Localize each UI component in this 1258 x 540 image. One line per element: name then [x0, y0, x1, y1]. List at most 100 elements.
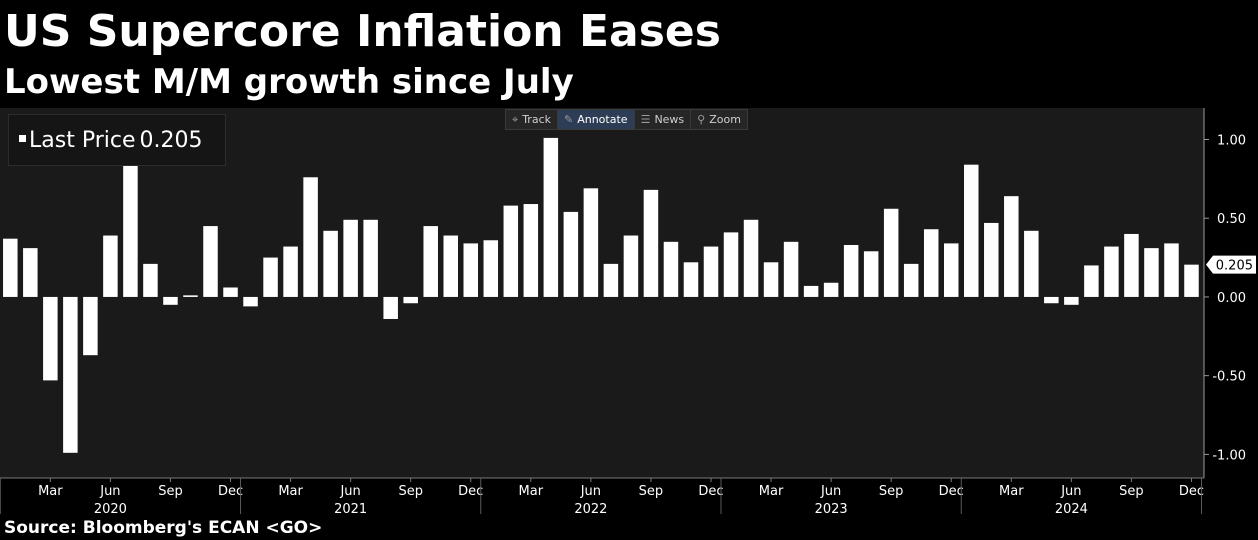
track-label: Track	[522, 113, 551, 126]
year-label: 2020	[94, 502, 127, 517]
zoom-button[interactable]: ⚲ Zoom	[691, 110, 747, 129]
bar	[1164, 243, 1179, 297]
bar	[1084, 265, 1099, 297]
x-tick-label: Mar	[999, 484, 1024, 499]
bar	[623, 235, 639, 297]
last-value-label: 0.205	[1216, 259, 1253, 274]
magnifier-icon: ⚲	[697, 113, 706, 126]
news-label: News	[654, 113, 685, 126]
bar	[483, 240, 499, 297]
year-label: 2022	[574, 502, 607, 517]
bar	[63, 296, 78, 453]
x-tick-label: Sep	[1119, 484, 1144, 499]
bar	[23, 248, 38, 297]
zoom-label: Zoom	[709, 113, 741, 126]
x-tick-label: Sep	[398, 484, 423, 499]
bar	[263, 257, 278, 297]
year-label: 2024	[1055, 502, 1088, 517]
bar	[563, 211, 579, 297]
bar	[303, 177, 318, 297]
x-tick-label: Sep	[639, 484, 664, 499]
bar	[523, 204, 539, 297]
pencil-icon: ✎	[564, 113, 574, 126]
bar	[343, 219, 358, 297]
bar	[3, 238, 18, 297]
bar	[223, 287, 238, 297]
bar	[243, 296, 258, 307]
x-tick-label: Mar	[519, 484, 544, 499]
bar	[1144, 248, 1159, 297]
x-tick-label: Dec	[698, 484, 723, 499]
bar	[283, 246, 298, 297]
annotate-label: Annotate	[577, 113, 628, 126]
x-tick-label: Sep	[879, 484, 904, 499]
bar	[843, 244, 859, 297]
x-tick-label: Sep	[158, 484, 183, 499]
bar	[683, 262, 699, 297]
bar	[103, 235, 118, 297]
x-tick-label: Mar	[759, 484, 784, 499]
track-button[interactable]: ⌖ Track	[506, 110, 558, 129]
x-tick-label: Mar	[38, 484, 63, 499]
legend[interactable]: Last Price 0.205	[8, 114, 226, 166]
x-tick-label: Jun	[1060, 484, 1081, 499]
source-footer: Source: Bloomberg's ECAN <GO>	[4, 518, 323, 538]
bar	[163, 296, 178, 305]
y-tick-label: 1.00	[1217, 133, 1246, 148]
annotate-button[interactable]: ✎ Annotate	[558, 110, 635, 129]
bar	[583, 188, 599, 297]
plot-background	[0, 108, 1204, 478]
bar	[783, 241, 799, 297]
bar	[1124, 233, 1139, 297]
bar	[803, 285, 819, 297]
bar	[443, 235, 458, 297]
bar	[183, 295, 198, 297]
x-tick-label: Jun	[820, 484, 841, 499]
y-tick-label: 0.00	[1217, 291, 1246, 306]
bar	[883, 208, 899, 297]
news-icon: ☰	[640, 113, 651, 126]
bar	[1184, 264, 1199, 297]
x-tick-label: Dec	[458, 484, 483, 499]
bar	[964, 164, 979, 297]
y-tick-label: 0.50	[1217, 212, 1246, 227]
bar	[603, 263, 619, 297]
legend-label: Last Price	[29, 127, 136, 153]
bar	[323, 230, 338, 297]
chart-subtitle: Lowest M/M growth since July	[4, 62, 574, 102]
bar	[663, 241, 679, 297]
x-tick-label: Mar	[278, 484, 303, 499]
bar	[423, 226, 438, 297]
bar	[643, 189, 659, 297]
bar	[543, 137, 559, 297]
legend-swatch	[19, 134, 26, 142]
x-tick-label: Dec	[939, 484, 964, 499]
news-button[interactable]: ☰ News	[635, 110, 692, 129]
bar	[743, 219, 759, 297]
bar	[943, 243, 959, 297]
bar	[203, 226, 218, 297]
year-label: 2023	[815, 502, 848, 517]
bar	[1044, 296, 1059, 304]
chart-title: US Supercore Inflation Eases	[4, 6, 721, 57]
bar	[1104, 246, 1119, 297]
bar-chart[interactable]: 1.00 0.50 0.00 -0.50 -1.00 0.205 Mar Jun Sep Dec M…	[0, 108, 1258, 518]
chart-area[interactable]: 1.00 0.50 0.00 -0.50 -1.00 0.205 Mar Jun Sep Dec M…	[0, 108, 1258, 518]
x-tick-label: Jun	[339, 484, 360, 499]
bar	[1064, 296, 1079, 305]
year-label: 2021	[334, 502, 367, 517]
bar	[463, 243, 479, 297]
chart-toolbar: ⌖ Track ✎ Annotate ☰ News ⚲ Zoom	[505, 109, 748, 130]
bar	[403, 296, 418, 304]
bar	[503, 205, 519, 297]
last-value-tag	[1206, 255, 1256, 274]
y-tick-label: -0.50	[1212, 370, 1246, 385]
bar	[83, 296, 98, 356]
bar	[703, 246, 719, 297]
bar	[723, 232, 739, 297]
bar	[123, 142, 138, 297]
bar	[43, 296, 58, 381]
bar	[823, 282, 839, 297]
x-tick-label: Dec	[218, 484, 243, 499]
x-tick-label: Jun	[99, 484, 120, 499]
